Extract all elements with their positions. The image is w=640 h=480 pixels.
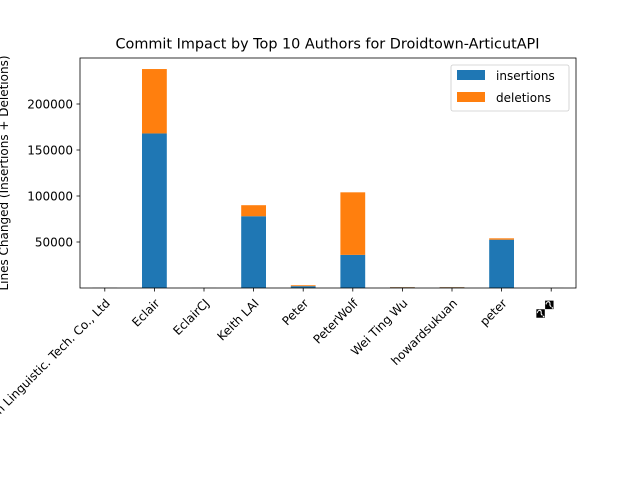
x-axis: Droidtown Linguistic. Tech. Co., Ltd Ecla… [0, 288, 560, 455]
legend-swatch-insertions [457, 70, 485, 80]
legend-label-insertions: insertions [496, 69, 555, 83]
x-tick-label: Keith LAI [214, 296, 261, 343]
bar-deletions-4 [290, 285, 316, 287]
legend-swatch-deletions [457, 92, 485, 102]
x-tick-label: �� [532, 296, 560, 324]
y-tick-label: 100000 [27, 190, 73, 204]
bar-insertions-4 [290, 286, 316, 288]
bar-insertions-1 [142, 133, 167, 288]
y-axis-label: Lines Changed (Insertions + Deletions) [0, 55, 11, 290]
x-tick-label: Droidtown Linguistic. Tech. Co., Ltd [0, 296, 113, 455]
bar-deletions-3 [241, 205, 266, 217]
bar-insertions-5 [340, 254, 366, 288]
plot-area-frame [79, 57, 577, 289]
legend: insertions deletions [450, 64, 570, 112]
bar-deletions-5 [340, 192, 366, 255]
bar-deletions-1 [142, 69, 167, 134]
x-tick-label: EclairCJ [170, 296, 212, 338]
x-tick-label: Peter [279, 296, 311, 328]
y-tick-label: 50000 [35, 236, 73, 250]
x-tick-label: PeterWolf [311, 296, 362, 347]
bar-insertions-8 [489, 239, 514, 288]
x-tick-label: Eclair [129, 296, 162, 329]
chart-title: Commit Impact by Top 10 Authors for Droi… [116, 37, 540, 53]
bar-insertions-3 [241, 216, 266, 288]
bars-group [92, 69, 564, 288]
legend-label-deletions: deletions [496, 91, 551, 105]
y-tick-label: 150000 [27, 144, 73, 158]
bar-deletions-8 [489, 238, 514, 240]
x-tick-label: peter [477, 296, 510, 329]
y-axis: 50000 100000 150000 200000 [27, 98, 80, 250]
y-tick-label: 200000 [27, 98, 73, 112]
